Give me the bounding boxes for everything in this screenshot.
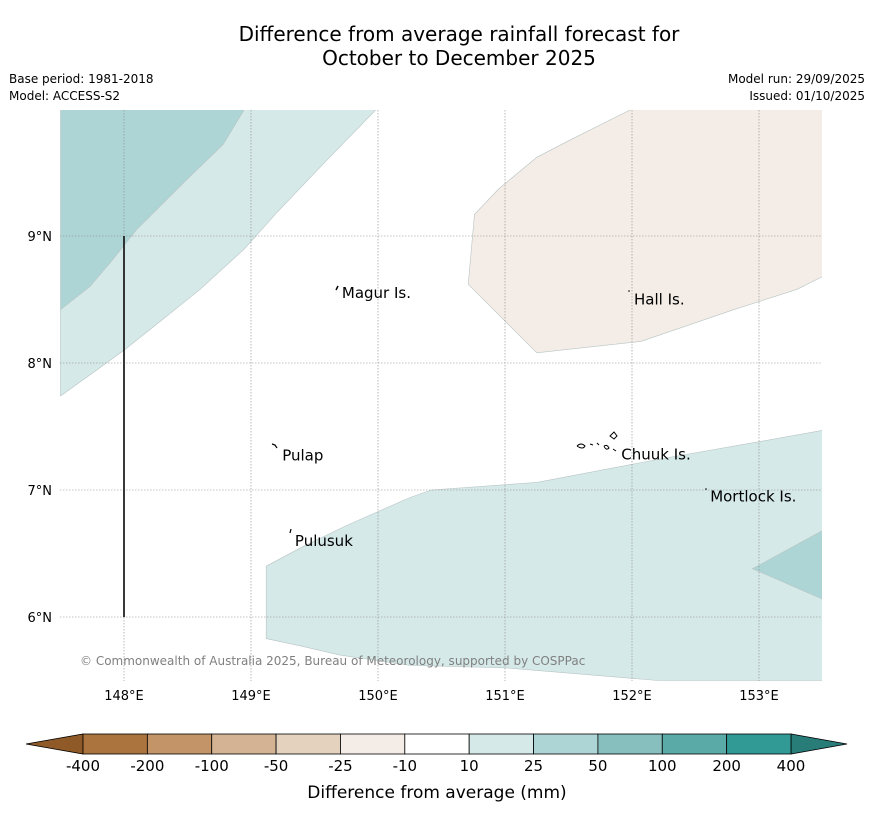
title-line-2: October to December 2025 — [322, 46, 596, 70]
title-line-1: Difference from average rainfall forecas… — [238, 22, 680, 46]
colorbar-over-arrow — [790, 733, 848, 755]
model-run-date: Model run: 29/09/2025 — [727, 72, 865, 86]
colorbar-tick-label: 25 — [524, 757, 543, 775]
place-label: Mortlock Is. — [710, 487, 796, 505]
colorbar-segment — [211, 733, 277, 755]
colorbar-tick-label: 100 — [648, 757, 677, 775]
hall-island-mark — [628, 290, 630, 292]
meta-left: Base period: 1981-2018 Model: ACCESS-S2 — [9, 71, 154, 105]
place-label: Magur Is. — [342, 284, 411, 302]
lat-tick-label: 6°N — [28, 611, 53, 626]
colorbar-segment — [340, 733, 406, 755]
chart-title: Difference from average rainfall forecas… — [0, 22, 873, 70]
colorbar-segment — [597, 733, 663, 755]
region-4-25-to-50 — [751, 530, 822, 600]
colorbar-tick-label: 400 — [777, 757, 806, 775]
colorbar-tick-label: -400 — [66, 757, 100, 775]
colorbar-segment — [468, 733, 534, 755]
magur-island-mark — [335, 285, 339, 291]
place-label: Chuuk Is. — [621, 445, 690, 463]
colorbar-tick-label: -25 — [328, 757, 353, 775]
lon-tick-label: 149°E — [231, 689, 271, 704]
colorbar-tick-label: 50 — [588, 757, 607, 775]
colorbar-label: Difference from average (mm) — [307, 783, 566, 803]
colorbar-tick-label: -10 — [393, 757, 418, 775]
model-name: Model: ACCESS-S2 — [9, 89, 121, 103]
colorbar-tick-label: -50 — [264, 757, 289, 775]
axis-ticks: 148°E 149°E 150°E 151°E 152°E 153°E 9°N 8°N 7°N 6… — [28, 230, 779, 704]
lon-tick-label: 150°E — [358, 689, 398, 704]
lat-tick-label: 9°N — [28, 230, 53, 245]
colorbar: -400 -200 -100 -50 -25 -10 10 25 50 100 200 400 — [25, 733, 848, 775]
colorbar-segment — [82, 733, 148, 755]
island-outlines — [271, 285, 707, 534]
lon-tick-label: 152°E — [612, 689, 652, 704]
colorbar-segment — [275, 733, 341, 755]
base-period: Base period: 1981-2018 — [9, 72, 154, 86]
region-3-10-to-25 — [265, 430, 822, 681]
lat-tick-label: 8°N — [28, 357, 53, 372]
colorbar-tick-label: -100 — [195, 757, 229, 775]
lon-tick-label: 148°E — [104, 689, 144, 704]
colorbar-segment — [533, 733, 599, 755]
issued-date: Issued: 01/10/2025 — [749, 89, 865, 103]
place-label: Pulusuk — [295, 532, 353, 550]
copyright-notice: © Commonwealth of Australia 2025, Bureau… — [80, 654, 585, 668]
region-2--10-to--25 — [467, 110, 822, 354]
colorbar-segment — [726, 733, 792, 755]
mortlock-island-mark — [705, 488, 707, 490]
region-1-10-to-25 — [60, 110, 377, 397]
chuuk-reef-outline — [576, 431, 618, 452]
colorbar-segment — [146, 733, 213, 755]
place-label: Pulap — [282, 447, 323, 465]
pulusuk-island-mark — [289, 528, 292, 534]
place-labels: Magur Is. Hall Is. Pulap Chuuk Is. Mortlock … — [282, 284, 796, 550]
colorbar-tick-label: -200 — [130, 757, 164, 775]
colorbar-tick-label: 10 — [460, 757, 479, 775]
pulap-island-mark — [271, 443, 278, 449]
colorbar-segment — [404, 733, 470, 755]
colorbar-segment — [661, 733, 728, 755]
lon-tick-label: 151°E — [485, 689, 525, 704]
lon-tick-label: 153°E — [739, 689, 779, 704]
forecast-regions — [60, 110, 822, 681]
place-label: Hall Is. — [634, 291, 685, 309]
meta-right: Model run: 29/09/2025 Issued: 01/10/2025 — [728, 71, 865, 105]
colorbar-under-arrow — [25, 733, 84, 755]
colorbar-tick-label: 200 — [712, 757, 741, 775]
lat-tick-label: 7°N — [28, 484, 53, 499]
